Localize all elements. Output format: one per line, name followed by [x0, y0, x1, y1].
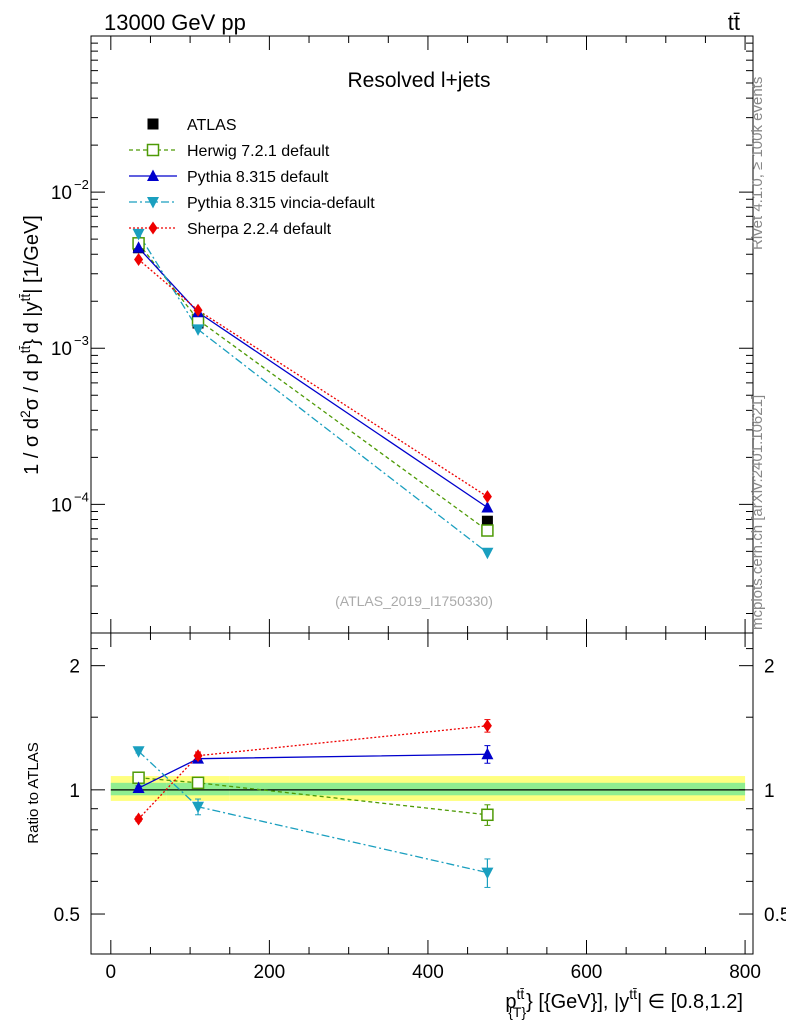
ratio-series-line: [138, 750, 488, 874]
main-data-point: [481, 524, 494, 537]
ratio-x-tick-label: 0: [106, 962, 117, 983]
main-markers: [132, 228, 494, 560]
ratio-x-tick-label: 200: [254, 962, 286, 983]
header-left-label: 13000 GeV pp: [104, 10, 246, 35]
ratio-y-tick-label: 2: [69, 657, 80, 678]
ratio-panel: 0.5 0.5 1 1 2 2 0 200 400 600 800: [54, 632, 786, 983]
ratio-data-point: [191, 776, 205, 790]
ratio-bands: [110, 776, 746, 801]
ratio-data-point: [193, 749, 203, 763]
main-y-tick-label: 10: [51, 183, 72, 204]
ratio-y-axis-label: Ratio to ATLAS: [25, 742, 42, 843]
legend-label: Herwig 7.2.1 default: [187, 143, 330, 160]
ratio-y-tick-label: 1: [69, 781, 80, 802]
legend-marker: [147, 118, 159, 130]
main-data-point: [192, 324, 205, 336]
legend-marker: [147, 169, 159, 181]
chart-title: Resolved l+jets: [348, 69, 491, 92]
ratio-uncertainty-band: [229, 782, 746, 796]
ratio-data-point: [132, 781, 145, 794]
ratio-data-point: [481, 808, 494, 822]
main-data-point: [481, 547, 494, 560]
ratio-data-point: [481, 867, 494, 880]
header-right-label: tt̄: [728, 10, 740, 35]
main-lines: [138, 233, 488, 554]
main-panel: 10−410−310−2 Resolved l+jets (ATLAS_2019…: [51, 35, 754, 634]
ratio-data-point: [482, 719, 492, 733]
ratio-x-tick-label: 600: [571, 962, 603, 983]
ratio-x-tick-label: 400: [412, 962, 444, 983]
ratio-y-tick-label: 0.5: [54, 905, 80, 926]
main-tick-labels: 10−410−310−2: [51, 177, 89, 516]
main-series-line: [138, 247, 488, 509]
legend-label: ATLAS: [187, 117, 237, 134]
main-series-line: [138, 259, 488, 498]
analysis-watermark: (ATLAS_2019_I1750330): [335, 593, 493, 609]
legend-label: Pythia 8.315 default: [187, 169, 329, 186]
main-y-tick-exponent: −3: [74, 333, 89, 348]
main-data-point: [193, 303, 203, 317]
main-series-line: [138, 242, 488, 532]
main-y-tick-label: 10: [51, 339, 72, 360]
ratio-data-point: [192, 801, 205, 814]
ratio-ticks: [91, 633, 753, 954]
legend-marker: [146, 143, 160, 157]
legend-label: Pythia 8.315 vincia-default: [187, 195, 375, 212]
ratio-x-tick-label: 800: [729, 962, 761, 983]
ratio-y-tick-label-right: 1: [764, 781, 775, 802]
main-data-point: [481, 500, 494, 513]
main-series-line: [138, 233, 488, 554]
legend-label: Sherpa 2.2.4 default: [187, 221, 332, 238]
ratio-markers: [132, 719, 494, 888]
legend-marker: [148, 221, 158, 235]
main-y-tick-exponent: −2: [74, 177, 89, 192]
ratio-y-tick-label-right: 0.5: [764, 905, 786, 926]
legend-marker: [147, 197, 159, 209]
main-y-axis-label: 1 / σ d2σ / d ptt̄} d |ytt̄| [1/GeV]: [17, 215, 43, 475]
main-data-point: [134, 253, 144, 267]
main-data-point: [132, 228, 145, 241]
main-y-tick-exponent: −4: [74, 489, 89, 504]
ratio-data-point: [132, 746, 145, 758]
legend: ATLAS Herwig 7.2.1 default Pythia 8.315 de…: [129, 117, 375, 238]
ratio-tick-labels: 0.5 0.5 1 1 2 2 0 200 400 600 800: [54, 657, 786, 983]
ratio-y-tick-label-right: 2: [764, 657, 775, 678]
main-data-point: [132, 241, 145, 253]
ratio-frame: [90, 632, 754, 955]
rivet-version-label: Rivet 4.1.0, ≥ 100k events: [749, 77, 766, 250]
x-axis-label: ptt̄ {T}} [{GeV}], |ytt̄| ∈ [0.8,1.2]: [505, 986, 743, 1020]
mcplots-label: mcplots.cern.ch [arXiv:2401.10621]: [749, 395, 766, 630]
main-y-tick-label: 10: [51, 495, 72, 516]
ratio-data-point: [134, 812, 144, 826]
main-data-point: [481, 515, 493, 527]
main-data-point: [482, 490, 492, 504]
ratio-series-line: [138, 725, 488, 820]
ratio-data-point: [481, 747, 494, 760]
main-ticks: [91, 35, 753, 633]
